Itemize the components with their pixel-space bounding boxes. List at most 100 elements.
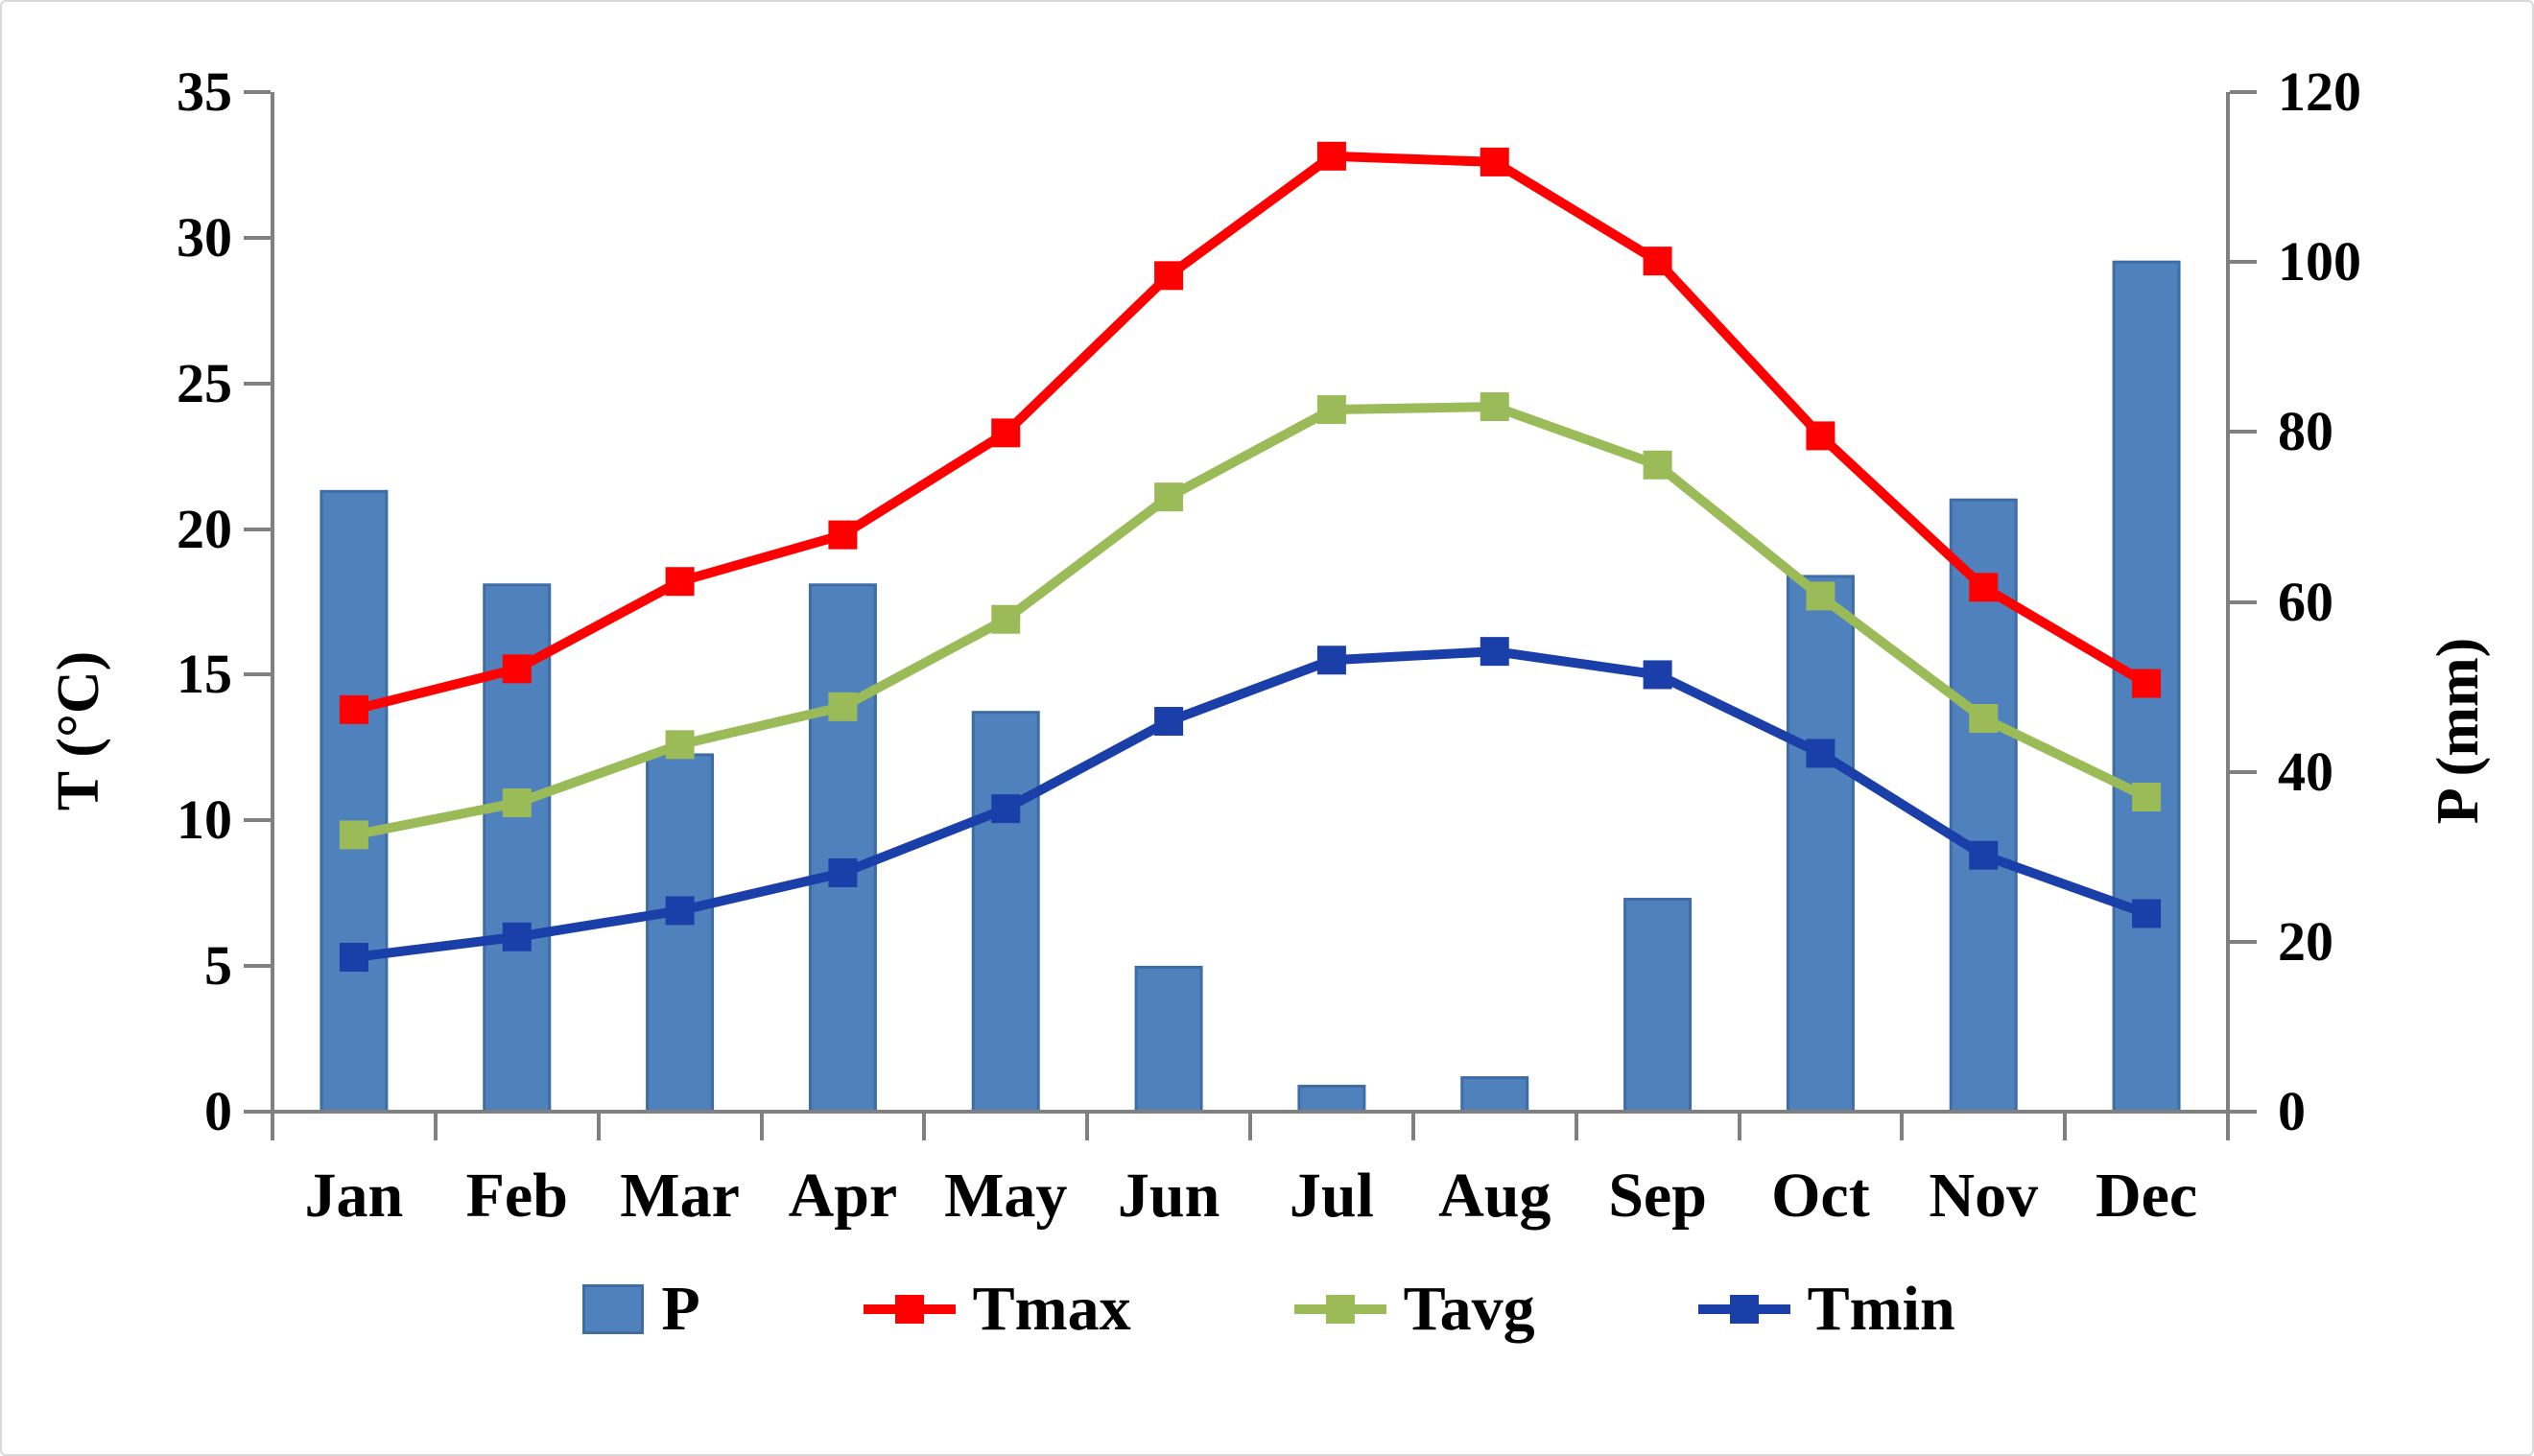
right-axis-tick-label: 60 xyxy=(2278,570,2333,633)
precip-bar-oct xyxy=(1786,575,1855,1112)
legend-marker-icon xyxy=(1729,1295,1759,1324)
right-axis-tick xyxy=(2230,599,2257,604)
tavg-marker-nov xyxy=(1969,703,1999,733)
x-axis-tick xyxy=(1248,1112,1252,1140)
tmax-marker-aug xyxy=(1480,147,1509,176)
precip-bar-mar xyxy=(646,753,715,1112)
right-axis-tick-label: 100 xyxy=(2278,230,2361,294)
right-axis-tick xyxy=(2230,769,2257,774)
legend-item-tmax: Tmax xyxy=(863,1274,1131,1344)
right-axis-tick-label: 40 xyxy=(2278,740,2333,803)
x-axis-tick xyxy=(1737,1112,1741,1140)
month-label-jun: Jun xyxy=(1117,1161,1220,1231)
month-label-aug: Aug xyxy=(1438,1161,1551,1231)
tmin-marker-dec xyxy=(2132,899,2162,928)
tmin-marker-sep xyxy=(1643,660,1672,690)
tmax-marker-may xyxy=(991,418,1021,448)
left-axis-tick xyxy=(244,1110,271,1114)
month-label-mar: Mar xyxy=(620,1161,740,1231)
tmax-marker-mar xyxy=(665,567,695,597)
x-axis-tick xyxy=(922,1112,927,1140)
tmin-line xyxy=(353,646,2148,962)
left-axis-tick-label: 0 xyxy=(204,1080,232,1142)
right-axis-title: P (mm) xyxy=(2426,637,2491,825)
tmin-marker-jan xyxy=(339,943,368,973)
x-axis-tick xyxy=(271,1112,274,1140)
left-axis-tick xyxy=(244,235,271,240)
right-axis-line xyxy=(2226,92,2230,1112)
legend-label: P xyxy=(661,1274,700,1344)
left-axis-tick xyxy=(244,672,271,677)
tmin-marker-jul xyxy=(1316,646,1346,675)
right-axis-tick xyxy=(2230,90,2257,94)
x-axis-tick xyxy=(596,1112,601,1140)
tavg-marker-sep xyxy=(1643,450,1672,480)
x-axis-tick xyxy=(2063,1112,2068,1140)
tmin-marker-oct xyxy=(1806,739,1835,768)
right-axis-tick-label: 80 xyxy=(2278,400,2333,463)
tavg-marker-jul xyxy=(1316,395,1346,425)
left-axis-tick-label: 25 xyxy=(177,351,232,414)
right-axis-tick xyxy=(2230,939,2257,944)
tmax-marker-nov xyxy=(1969,573,1999,602)
x-axis-tick xyxy=(1085,1112,1090,1140)
left-axis-tick-label: 20 xyxy=(177,497,232,560)
x-axis-tick xyxy=(1410,1112,1415,1140)
left-axis-tick xyxy=(244,964,271,969)
x-axis-tick xyxy=(2226,1112,2230,1140)
tavg-marker-feb xyxy=(502,788,532,818)
month-label-dec: Dec xyxy=(2095,1161,2198,1231)
x-axis-tick xyxy=(1574,1112,1578,1140)
tmax-marker-feb xyxy=(502,654,532,684)
precip-bar-may xyxy=(971,711,1040,1112)
tavg-marker-jun xyxy=(1154,482,1184,512)
right-axis-tick xyxy=(2230,1110,2257,1114)
legend-label: Tmax xyxy=(972,1274,1131,1344)
left-axis-tick-label: 35 xyxy=(177,60,232,123)
month-label-sep: Sep xyxy=(1608,1161,1707,1231)
tmin-marker-mar xyxy=(665,896,695,926)
precip-bar-jul xyxy=(1297,1084,1366,1112)
tmax-marker-sep xyxy=(1643,247,1672,276)
month-label-nov: Nov xyxy=(1929,1161,2039,1231)
right-axis-tick-label: 20 xyxy=(2278,909,2333,973)
precip-bar-sep xyxy=(1623,898,1693,1112)
tmax-marker-jan xyxy=(339,694,368,724)
legend-item-tmin: Tmin xyxy=(1697,1274,1955,1344)
legend-label: Tmin xyxy=(1807,1274,1955,1344)
legend-item-p: P xyxy=(582,1274,700,1344)
left-axis-tick xyxy=(244,527,271,531)
tmin-marker-may xyxy=(991,794,1021,824)
left-axis-tick-label: 30 xyxy=(177,205,232,269)
tmax-marker-apr xyxy=(828,520,858,550)
left-axis-tick xyxy=(244,818,271,823)
legend-line-swatch-icon xyxy=(863,1293,956,1326)
tmax-marker-dec xyxy=(2132,669,2162,698)
x-axis-tick xyxy=(759,1112,764,1140)
legend-item-tavg: Tavg xyxy=(1293,1278,1535,1341)
legend-marker-icon xyxy=(894,1295,924,1324)
left-axis-tick xyxy=(244,381,271,386)
month-label-jan: Jan xyxy=(304,1161,404,1231)
tavg-line xyxy=(352,402,2149,840)
precip-bar-jan xyxy=(320,489,389,1112)
tmax-marker-jul xyxy=(1316,141,1346,171)
x-axis-tick xyxy=(433,1112,438,1140)
tmin-marker-jun xyxy=(1154,707,1184,737)
tmin-marker-aug xyxy=(1480,637,1509,667)
month-label-feb: Feb xyxy=(465,1161,568,1231)
tmax-marker-jun xyxy=(1154,261,1184,291)
tavg-marker-aug xyxy=(1480,392,1509,422)
tavg-marker-jan xyxy=(339,820,368,850)
month-label-oct: Oct xyxy=(1771,1161,1870,1231)
month-label-apr: Apr xyxy=(788,1161,898,1231)
tmin-marker-nov xyxy=(1969,840,1999,870)
right-axis-tick-label: 0 xyxy=(2278,1080,2306,1142)
tavg-marker-apr xyxy=(828,692,858,721)
precip-bar-jun xyxy=(1134,965,1203,1112)
tavg-marker-dec xyxy=(2132,782,2162,811)
legend-line-swatch-icon xyxy=(1697,1293,1790,1326)
month-label-jul: Jul xyxy=(1289,1161,1374,1231)
tavg-marker-may xyxy=(991,604,1021,634)
tmax-line xyxy=(352,151,2149,715)
